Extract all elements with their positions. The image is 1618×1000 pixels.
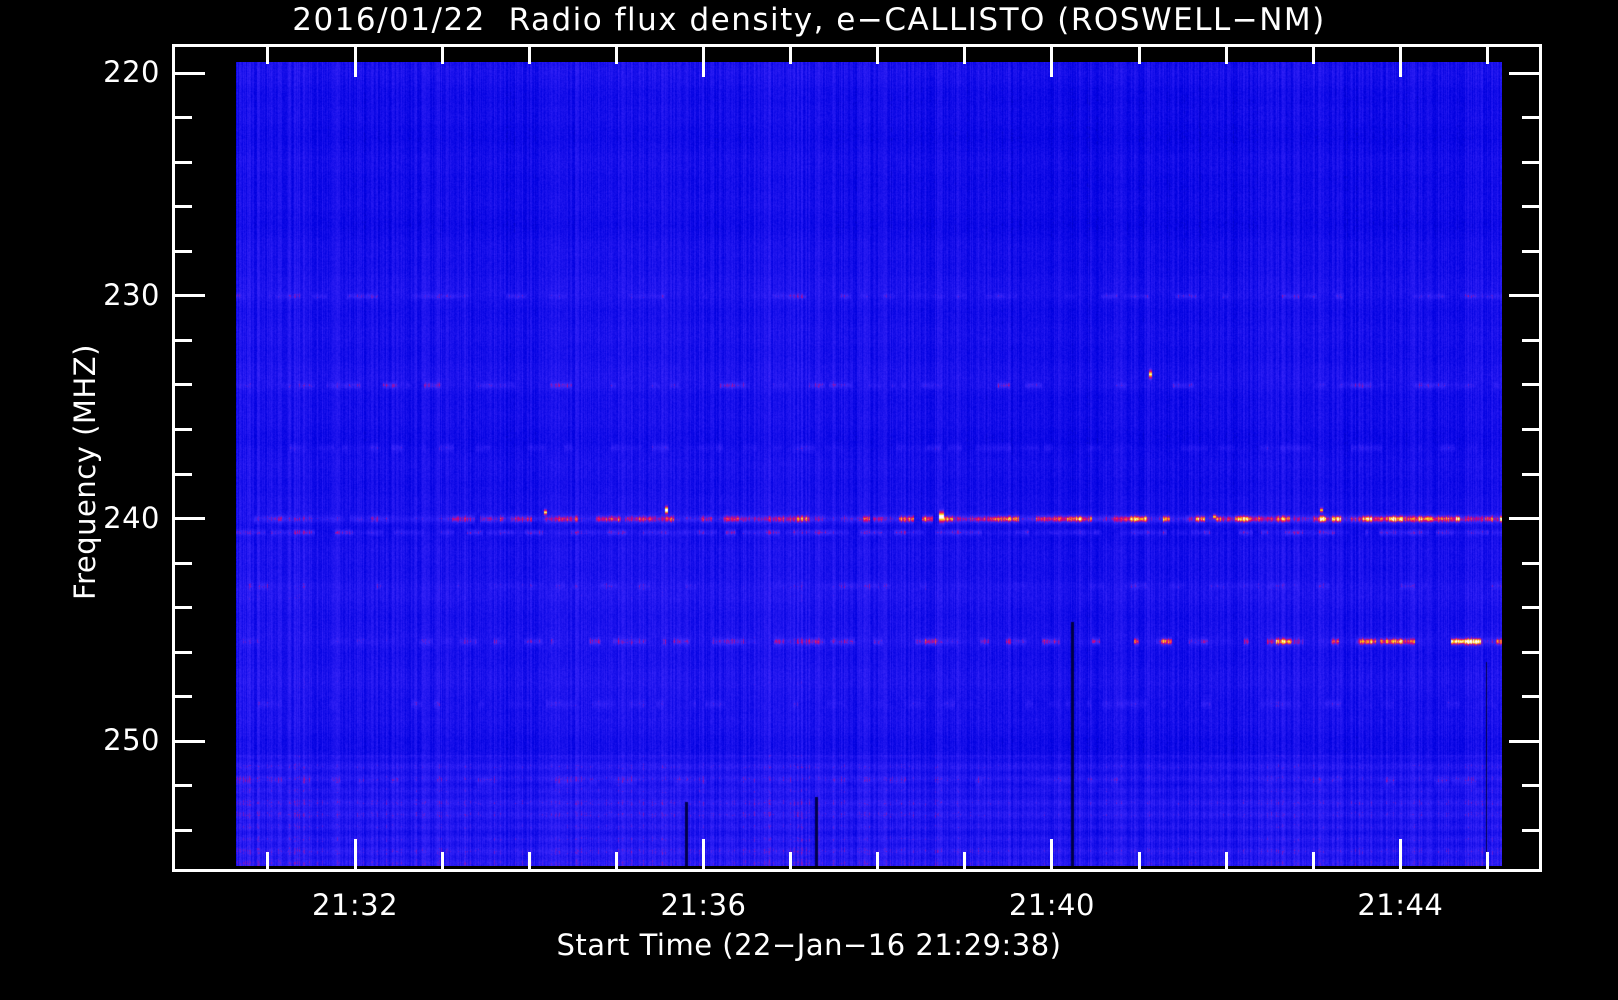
y-tick-right-228	[1522, 249, 1539, 253]
x-tick-top-77820	[789, 47, 793, 64]
y-tick-250	[175, 739, 205, 743]
x-tick-top-77700	[614, 47, 618, 64]
x-tick-top-78300	[1485, 47, 1489, 64]
x-tick-top-77760	[701, 47, 705, 77]
y-tick-right-220	[1509, 71, 1539, 75]
plot-frame	[172, 44, 1542, 872]
y-tick-238	[175, 472, 192, 476]
y-tick-right-234	[1522, 383, 1539, 387]
y-tick-232	[175, 338, 192, 342]
chart-title: 2016/01/22 Radio flux density, e−CALLIST…	[292, 2, 1326, 38]
x-tick-label-21-36: 21:36	[660, 888, 747, 922]
y-tick-246	[175, 650, 192, 654]
x-tick-top-77880	[876, 47, 880, 64]
y-tick-244	[175, 606, 192, 610]
x-tick-77460	[266, 852, 270, 869]
y-tick-right-252	[1522, 784, 1539, 788]
y-tick-right-238	[1522, 472, 1539, 476]
x-tick-label-21-40: 21:40	[1008, 888, 1095, 922]
y-tick-label-240: 240	[103, 500, 160, 535]
x-tick-78120	[1224, 852, 1228, 869]
y-tick-242	[175, 561, 192, 565]
x-tick-77820	[789, 852, 793, 869]
x-tick-top-78180	[1311, 47, 1315, 64]
x-tick-top-78240	[1398, 47, 1402, 77]
y-tick-254	[175, 828, 192, 832]
y-tick-right-226	[1522, 205, 1539, 209]
y-tick-right-250	[1509, 739, 1539, 743]
y-tick-226	[175, 205, 192, 209]
x-tick-77760	[701, 839, 705, 869]
x-tick-78000	[1050, 839, 1054, 869]
y-tick-234	[175, 383, 192, 387]
y-tick-right-244	[1522, 606, 1539, 610]
y-tick-230	[175, 294, 205, 298]
y-tick-right-246	[1522, 650, 1539, 654]
y-tick-label-250: 250	[103, 723, 160, 758]
x-tick-77640	[527, 852, 531, 869]
x-tick-top-78120	[1224, 47, 1228, 64]
x-tick-top-77460	[266, 47, 270, 64]
x-tick-77520	[353, 839, 357, 869]
y-tick-240	[175, 517, 205, 521]
y-tick-right-232	[1522, 338, 1539, 342]
y-tick-right-236	[1522, 427, 1539, 431]
x-tick-top-78000	[1050, 47, 1054, 77]
y-tick-right-248	[1522, 695, 1539, 699]
x-tick-78180	[1311, 852, 1315, 869]
x-axis-title: Start Time (22−Jan−16 21:29:38)	[556, 928, 1062, 962]
x-tick-top-77580	[440, 47, 444, 64]
spectrogram-image	[236, 62, 1502, 866]
x-tick-top-77940	[963, 47, 967, 64]
x-tick-77880	[876, 852, 880, 869]
x-tick-label-21-44: 21:44	[1357, 888, 1444, 922]
x-tick-label-21-32: 21:32	[312, 888, 399, 922]
y-tick-right-254	[1522, 828, 1539, 832]
y-tick-right-242	[1522, 561, 1539, 565]
x-tick-78240	[1398, 839, 1402, 869]
x-tick-top-77640	[527, 47, 531, 64]
y-tick-224	[175, 160, 192, 164]
y-tick-label-220: 220	[103, 55, 160, 90]
y-tick-248	[175, 695, 192, 699]
x-tick-77940	[963, 852, 967, 869]
y-axis-title: Frequency (MHZ)	[68, 344, 102, 600]
x-tick-78060	[1137, 852, 1141, 869]
y-tick-right-222	[1522, 116, 1539, 120]
y-tick-236	[175, 427, 192, 431]
y-tick-right-224	[1522, 160, 1539, 164]
x-tick-77580	[440, 852, 444, 869]
y-tick-228	[175, 249, 192, 253]
y-tick-right-230	[1509, 294, 1539, 298]
y-tick-right-240	[1509, 517, 1539, 521]
y-tick-220	[175, 71, 205, 75]
x-tick-top-78060	[1137, 47, 1141, 64]
y-tick-222	[175, 116, 192, 120]
x-tick-top-77520	[353, 47, 357, 77]
x-tick-78300	[1485, 852, 1489, 869]
y-tick-label-230: 230	[103, 277, 160, 312]
x-tick-77700	[614, 852, 618, 869]
y-tick-252	[175, 784, 192, 788]
